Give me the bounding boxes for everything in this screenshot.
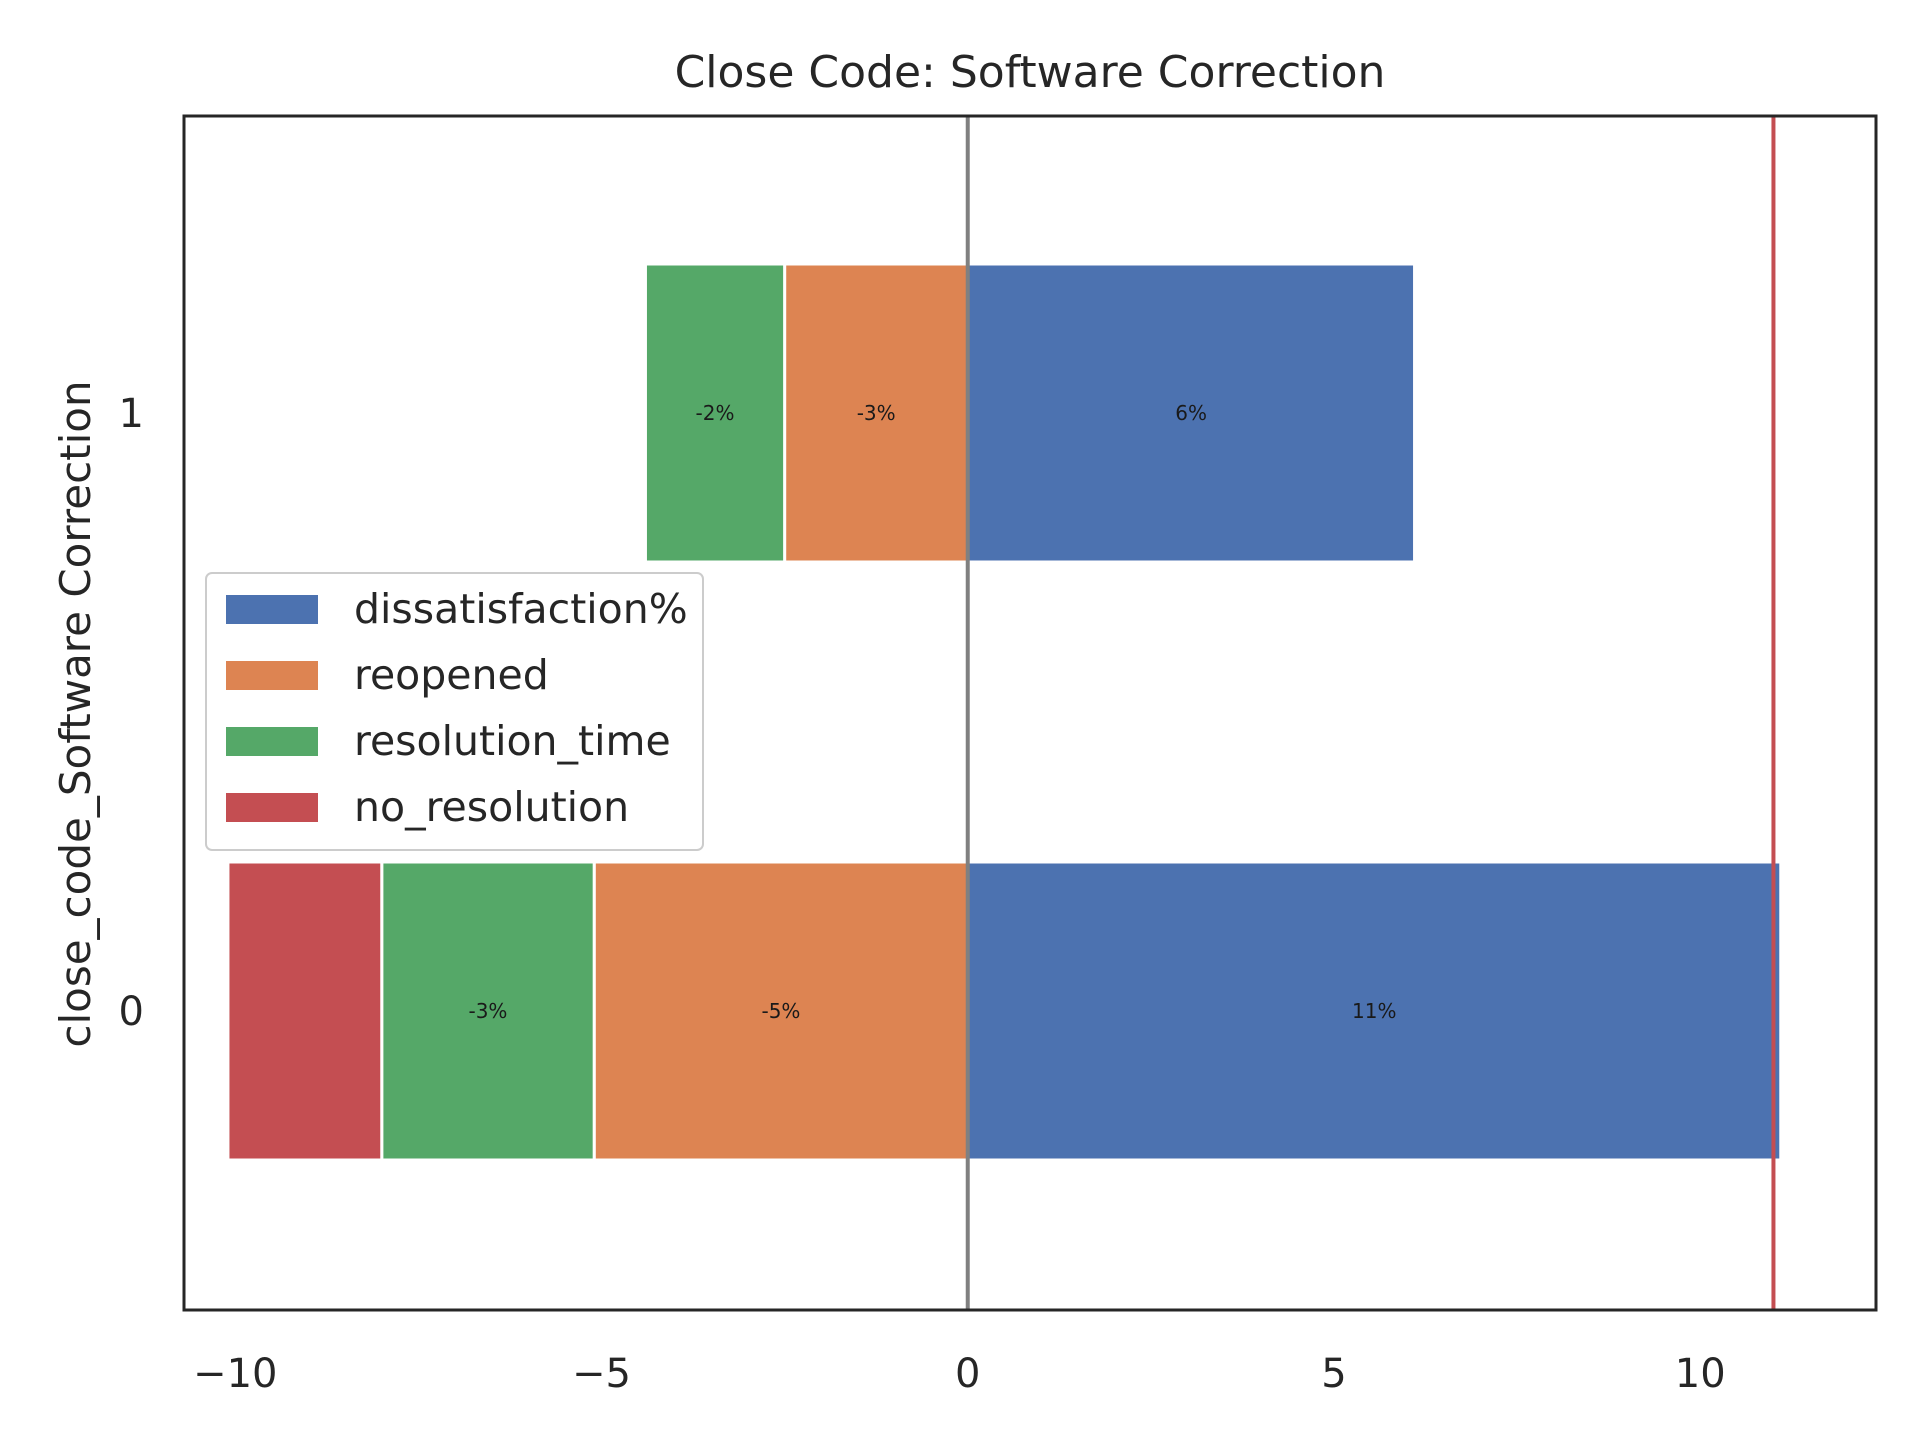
bar-value-label: -5% [761, 999, 800, 1023]
legend-swatch [226, 793, 318, 822]
bar-reopened-row-1 [783, 262, 970, 564]
chart-title: Close Code: Software Correction [675, 47, 1386, 98]
bar-no-resolution-row-0 [226, 860, 384, 1162]
bar-resolution-time-row-1 [643, 262, 787, 564]
y-tick-label: 1 [119, 391, 144, 437]
legend-label: dissatisfaction% [354, 585, 688, 633]
bar-dissatisfaction-row-1 [966, 262, 1417, 564]
bar-value-label: 11% [1352, 999, 1396, 1023]
bar-reopened-row-0 [592, 860, 970, 1162]
x-tick-label: 5 [1321, 1351, 1346, 1397]
y-tick-label: 0 [119, 989, 144, 1035]
plot-marks: 6% -3% -2% 11% -5% -3% [226, 116, 1783, 1310]
plot-frame [182, 114, 1878, 1312]
bar-value-label: 6% [1175, 401, 1207, 425]
x-tick-label: −5 [572, 1351, 631, 1397]
legend-box [205, 572, 704, 851]
legend-swatch [226, 727, 318, 756]
bar-value-label: -2% [696, 401, 735, 425]
legend-label: resolution_time [354, 717, 671, 765]
legend-swatch [226, 595, 318, 624]
x-tick-label: 10 [1675, 1351, 1726, 1397]
x-tick-label: −10 [193, 1351, 277, 1397]
legend-label: no_resolution [354, 783, 629, 831]
legend-label: reopened [354, 651, 549, 699]
bar-resolution-time-row-0 [380, 860, 596, 1162]
y-axis-label: close_code_Software Correction [51, 380, 100, 1047]
legend: dissatisfaction% reopened resolution_timen… [205, 572, 704, 851]
bar-value-label: -3% [468, 999, 507, 1023]
legend-swatch [226, 661, 318, 690]
x-axis-ticks: −10 −5 0 5 10 [193, 1351, 1726, 1397]
bar-dissatisfaction-row-0 [966, 860, 1783, 1162]
y-axis-ticks: 10 [119, 391, 144, 1035]
x-tick-label: 0 [955, 1351, 980, 1397]
bar-value-label: -3% [857, 401, 896, 425]
